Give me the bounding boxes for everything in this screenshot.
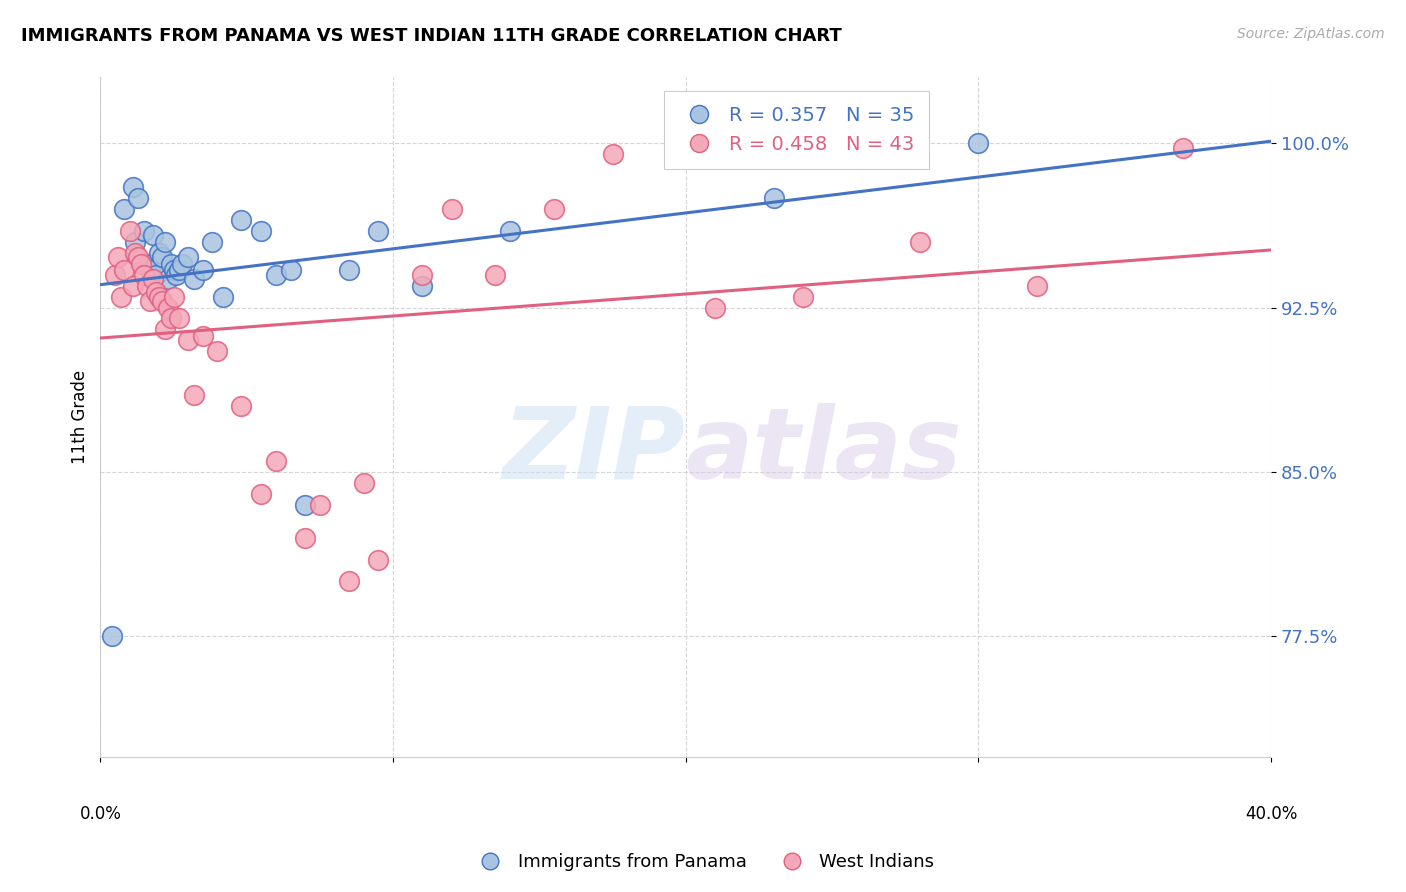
Text: IMMIGRANTS FROM PANAMA VS WEST INDIAN 11TH GRADE CORRELATION CHART: IMMIGRANTS FROM PANAMA VS WEST INDIAN 11…: [21, 27, 842, 45]
Point: [499, 224, 522, 238]
Legend: R = 0.357   N = 35, R = 0.458   N = 43: R = 0.357 N = 35, R = 0.458 N = 43: [665, 91, 929, 169]
Point: [121, 278, 143, 293]
Point: [762, 191, 785, 205]
Text: ZIP: ZIP: [503, 402, 686, 500]
Point: [142, 272, 165, 286]
Point: [602, 147, 624, 161]
Point: [294, 531, 316, 545]
Point: [280, 263, 302, 277]
Point: [177, 334, 200, 348]
Point: [367, 224, 389, 238]
Point: [104, 268, 127, 282]
Text: atlas: atlas: [686, 402, 962, 500]
Point: [127, 250, 149, 264]
Point: [183, 272, 205, 286]
Point: [118, 224, 141, 238]
Point: [212, 289, 235, 303]
Point: [1026, 278, 1049, 293]
Point: [165, 268, 187, 282]
Point: [207, 344, 229, 359]
Point: [411, 268, 433, 282]
Text: 40.0%: 40.0%: [1244, 805, 1298, 823]
Point: [337, 263, 360, 277]
Point: [112, 202, 135, 216]
Point: [264, 454, 287, 468]
Point: [153, 322, 176, 336]
Point: [134, 268, 156, 282]
Point: [124, 245, 146, 260]
Point: [148, 289, 170, 303]
Point: [110, 289, 132, 303]
Point: [156, 272, 179, 286]
Point: [162, 263, 184, 277]
Point: [136, 257, 159, 271]
Point: [169, 311, 191, 326]
Point: [229, 399, 252, 413]
Point: [183, 388, 205, 402]
Point: [191, 329, 214, 343]
Point: [484, 268, 506, 282]
Point: [908, 235, 931, 249]
Point: [264, 268, 287, 282]
Point: [131, 257, 153, 271]
Point: [704, 301, 727, 315]
Point: [153, 235, 176, 249]
Point: [169, 263, 191, 277]
Point: [159, 311, 181, 326]
Point: [250, 487, 273, 501]
Point: [543, 202, 565, 216]
Point: [127, 191, 149, 205]
Point: [134, 224, 156, 238]
Point: [367, 552, 389, 566]
Point: [136, 278, 159, 293]
Point: [1173, 140, 1195, 154]
Legend: Immigrants from Panama, West Indians: Immigrants from Panama, West Indians: [465, 847, 941, 879]
Point: [101, 629, 124, 643]
Point: [156, 301, 179, 315]
Point: [107, 250, 129, 264]
Point: [177, 250, 200, 264]
Point: [967, 136, 990, 151]
Point: [139, 293, 162, 308]
Point: [353, 475, 375, 490]
Point: [294, 498, 316, 512]
Point: [250, 224, 273, 238]
Point: [200, 235, 222, 249]
Point: [440, 202, 463, 216]
Text: Source: ZipAtlas.com: Source: ZipAtlas.com: [1237, 27, 1385, 41]
Point: [411, 278, 433, 293]
Point: [159, 257, 181, 271]
Text: 0.0%: 0.0%: [79, 805, 121, 823]
Y-axis label: 11th Grade: 11th Grade: [72, 370, 89, 464]
Point: [150, 293, 173, 308]
Point: [792, 289, 814, 303]
Point: [148, 245, 170, 260]
Point: [309, 498, 332, 512]
Point: [145, 268, 167, 282]
Point: [191, 263, 214, 277]
Point: [172, 257, 194, 271]
Point: [145, 285, 167, 300]
Point: [150, 250, 173, 264]
Point: [112, 263, 135, 277]
Point: [162, 289, 184, 303]
Point: [229, 212, 252, 227]
Point: [139, 263, 162, 277]
Point: [124, 235, 146, 249]
Point: [121, 180, 143, 194]
Point: [337, 574, 360, 589]
Point: [142, 228, 165, 243]
